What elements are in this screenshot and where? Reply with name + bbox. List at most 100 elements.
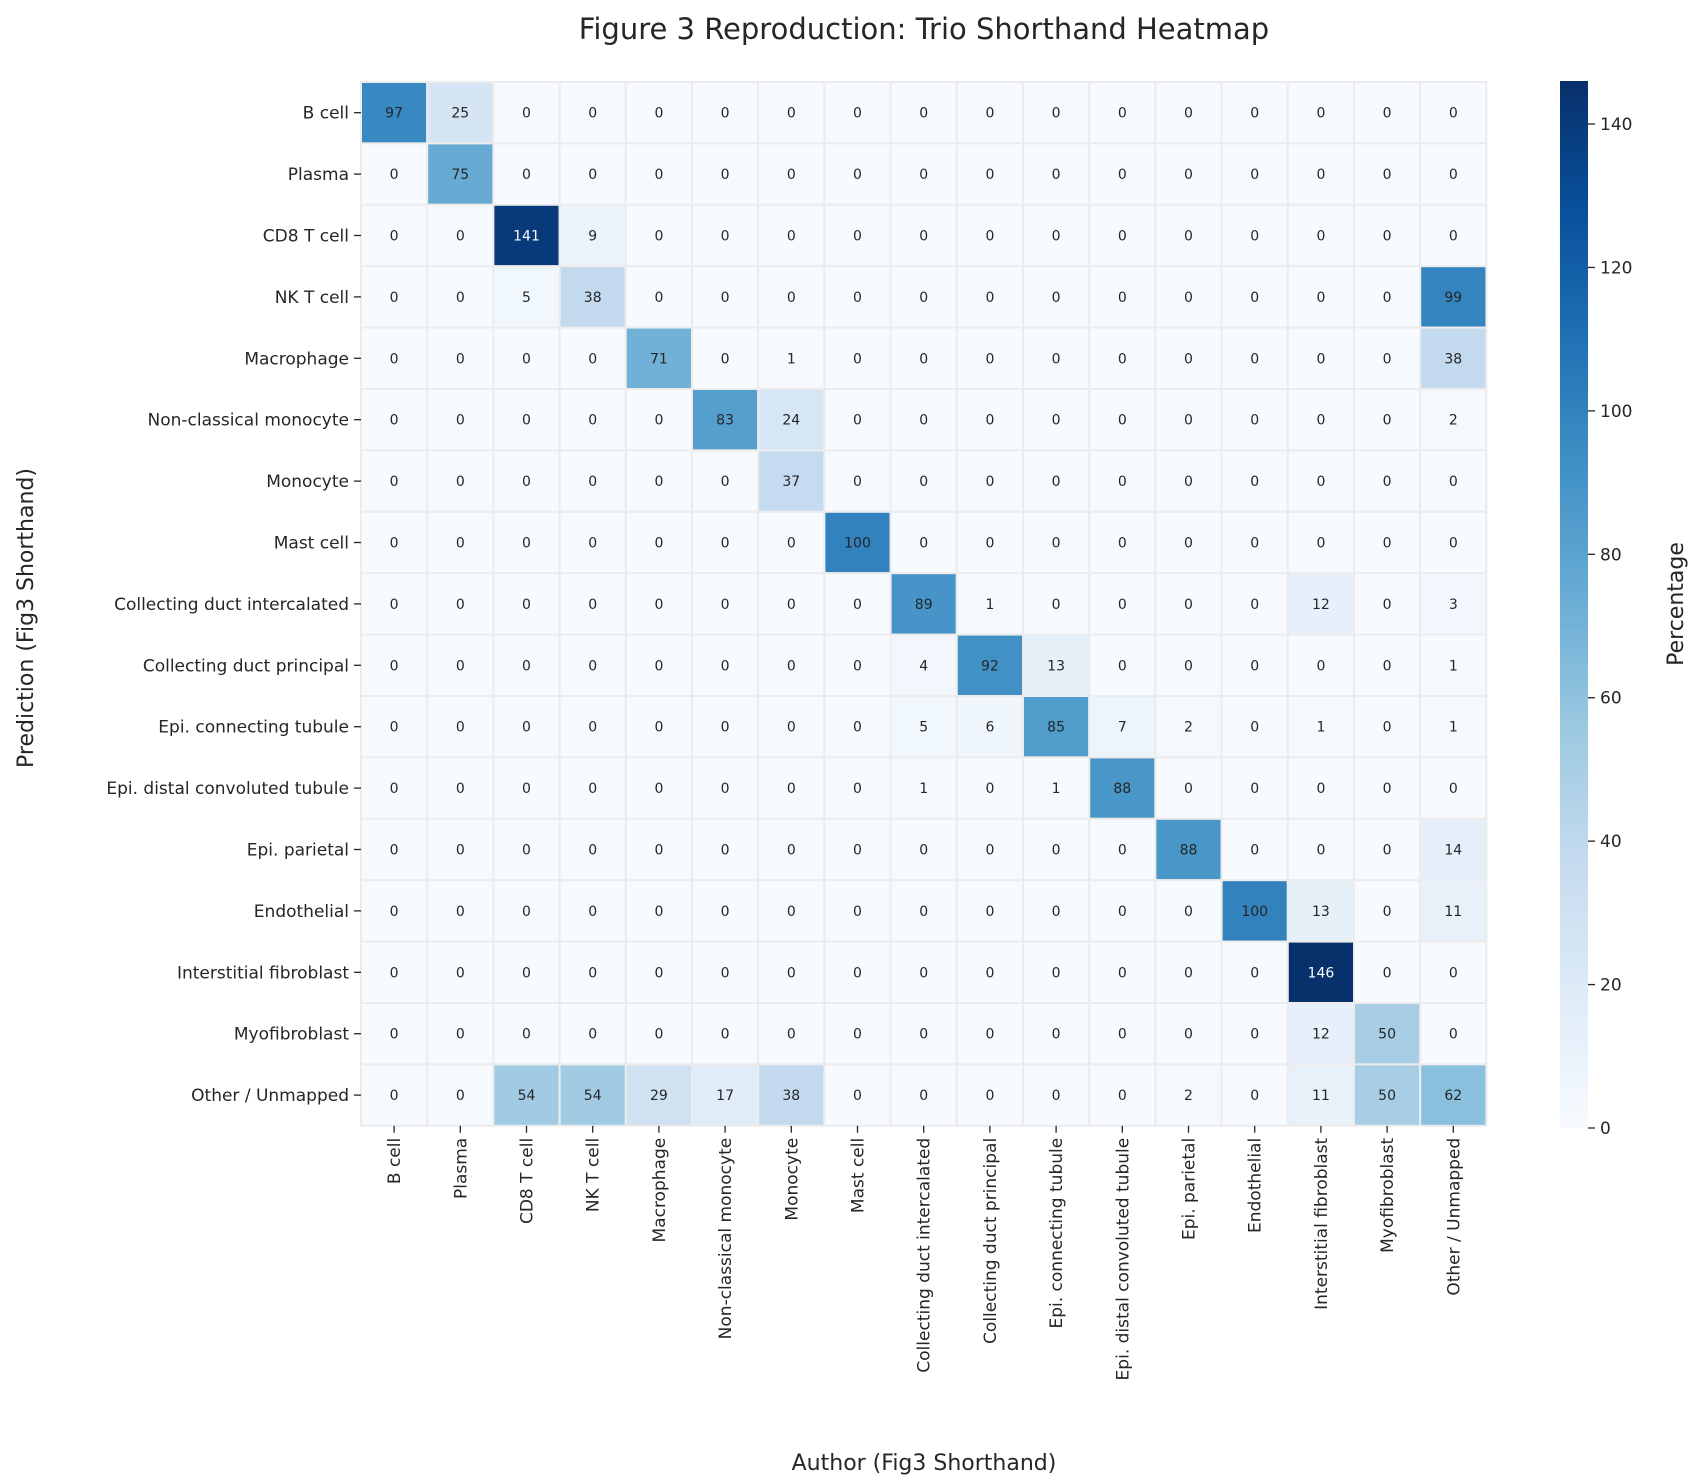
cell-value-label: 0 — [456, 229, 465, 245]
heatmap-cell — [360, 1002, 429, 1066]
colorbar-tick-label: 60 — [1600, 689, 1622, 709]
cell-value-label: 0 — [390, 290, 399, 306]
heatmap-cell — [955, 1063, 1024, 1127]
cell-value-label: 0 — [787, 843, 796, 859]
cell-value-label: 38 — [782, 1088, 800, 1104]
cell-value-label: 0 — [853, 229, 862, 245]
cell-value-label: 0 — [390, 351, 399, 367]
cell-value-label: 0 — [721, 167, 730, 183]
cell-value-label: 0 — [721, 1027, 730, 1043]
cell-value-label: 0 — [721, 843, 730, 859]
cell-value-label: 0 — [1316, 167, 1325, 183]
cell-value-label: 0 — [1118, 413, 1127, 429]
cell-value-label: 5 — [919, 720, 928, 736]
cell-value-label: 0 — [1383, 781, 1392, 797]
cell-value-label: 50 — [1378, 1088, 1396, 1104]
cell-value-label: 0 — [1118, 904, 1127, 920]
y-tick-label: Macrophage — [244, 349, 349, 369]
cell-value-label: 0 — [456, 1088, 465, 1104]
heatmap-cell — [955, 142, 1024, 206]
heatmap-cell — [426, 388, 495, 452]
cell-value-label: 0 — [1184, 781, 1193, 797]
cell-value-label: 0 — [1052, 536, 1061, 552]
heatmap-cell — [889, 940, 958, 1004]
cell-value-label: 0 — [1250, 965, 1259, 981]
heatmap-cell — [624, 265, 693, 329]
heatmap-cell — [757, 633, 826, 697]
cell-value-label: 0 — [787, 720, 796, 736]
cell-value-label: 0 — [588, 167, 597, 183]
cell-value-label: 0 — [1118, 597, 1127, 613]
heatmap-cell — [823, 326, 892, 391]
x-tick-label: Endothelial — [1246, 1138, 1266, 1233]
heatmap-cell — [624, 326, 693, 391]
heatmap-cell — [558, 326, 627, 391]
cell-value-label: 0 — [1383, 229, 1392, 245]
cell-value-label: 0 — [522, 781, 531, 797]
cell-value-label: 0 — [985, 474, 994, 490]
cell-value-label: 0 — [1118, 965, 1127, 981]
cell-value-label: 54 — [584, 1088, 602, 1104]
cell-value-label: 1 — [787, 351, 796, 367]
cell-value-label: 13 — [1312, 904, 1330, 920]
heatmap-cell — [1220, 572, 1289, 636]
cell-value-label: 0 — [522, 843, 531, 859]
cell-value-label: 0 — [522, 106, 531, 122]
cell-value-label: 0 — [1383, 290, 1392, 306]
cell-value-label: 12 — [1312, 597, 1330, 613]
x-tick-label: Epi. distal convoluted tubule — [1113, 1138, 1133, 1381]
heatmap-cell — [1419, 879, 1488, 943]
cell-value-label: 0 — [919, 843, 928, 859]
heatmap-cell — [823, 756, 892, 820]
cell-value-label: 0 — [853, 351, 862, 367]
cell-value-label: 0 — [588, 965, 597, 981]
cell-value-label: 0 — [1052, 965, 1061, 981]
cell-value-label: 0 — [654, 229, 663, 245]
cell-value-label: 25 — [451, 106, 469, 122]
cell-value-label: 89 — [915, 597, 933, 613]
x-tick-label: Plasma — [451, 1138, 471, 1199]
cell-value-label: 0 — [853, 1027, 862, 1043]
cell-value-label: 0 — [522, 720, 531, 736]
heatmap-cell — [1419, 817, 1488, 882]
x-tick-label: Non-classical monocyte — [716, 1138, 736, 1340]
cell-value-label: 0 — [1118, 106, 1127, 122]
cell-value-label: 0 — [588, 843, 597, 859]
cell-value-label: 0 — [1316, 474, 1325, 490]
cell-value-label: 0 — [787, 167, 796, 183]
cell-value-label: 0 — [1052, 474, 1061, 490]
cell-value-label: 0 — [853, 720, 862, 736]
heatmap-cell — [1154, 510, 1223, 575]
heatmap-cell — [1353, 1063, 1422, 1127]
heatmap-cell — [1154, 265, 1223, 329]
cell-value-label: 0 — [654, 904, 663, 920]
cell-value-label: 9 — [588, 229, 597, 245]
cell-value-label: 0 — [1250, 167, 1259, 183]
heatmap-cell — [1088, 203, 1157, 268]
cell-value-label: 0 — [1250, 781, 1259, 797]
cell-value-label: 0 — [654, 536, 663, 552]
heatmap-cell — [492, 265, 561, 329]
y-tick-label: Other / Unmapped — [191, 1086, 349, 1106]
cell-value-label: 75 — [451, 167, 469, 183]
cell-value-label: 0 — [1184, 965, 1193, 981]
cell-value-label: 146 — [1308, 965, 1335, 981]
heatmap-cell — [823, 203, 892, 268]
colorbar-ticks: 0 20 40 60 80 100 120 140 — [1588, 115, 1632, 1139]
cell-value-label: 0 — [456, 413, 465, 429]
cell-value-label: 0 — [1449, 106, 1458, 122]
cell-value-label: 0 — [1383, 597, 1392, 613]
cell-value-label: 99 — [1444, 290, 1462, 306]
cell-value-label: 0 — [985, 781, 994, 797]
cell-value-label: 0 — [390, 1088, 399, 1104]
heatmap-cell — [889, 695, 958, 759]
y-tick-label: B cell — [303, 104, 349, 124]
cell-value-label: 0 — [588, 1027, 597, 1043]
cell-value-label: 5 — [522, 290, 531, 306]
heatmap-cell — [426, 449, 495, 513]
cell-value-label: 0 — [1250, 597, 1259, 613]
colorbar-tick-label: 40 — [1600, 832, 1622, 852]
y-tick-label: Epi. distal convoluted tubule — [106, 779, 349, 799]
heatmap-cell — [823, 510, 892, 575]
cell-value-label: 0 — [456, 965, 465, 981]
